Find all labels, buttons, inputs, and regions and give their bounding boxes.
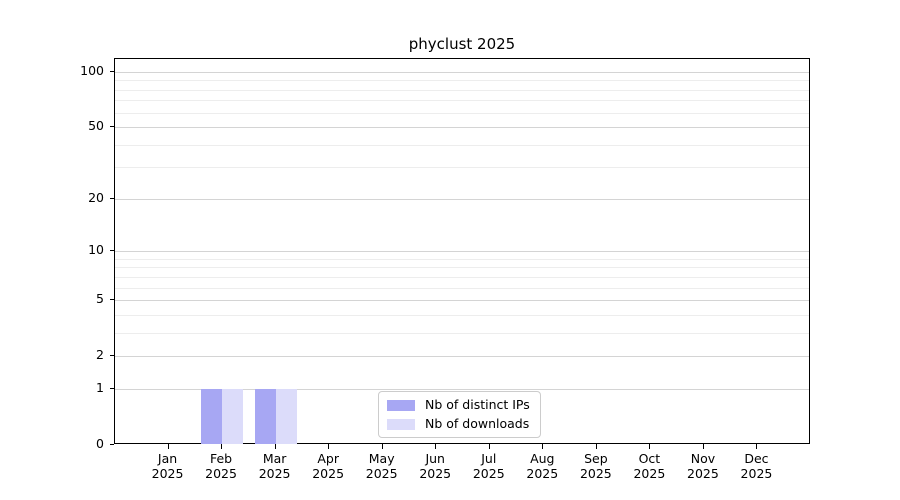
y-tick-label: 2: [96, 347, 104, 363]
x-tick-mark: [167, 444, 169, 449]
month-label: Aug: [530, 451, 555, 466]
gridline-minor: [115, 112, 809, 114]
bar-distinct-ips: [201, 388, 223, 444]
legend: Nb of distinct IPs Nb of downloads: [378, 391, 541, 438]
gridline-major: [115, 198, 809, 200]
x-tick-label: Jun 2025: [405, 451, 465, 481]
gridline-major: [115, 356, 809, 358]
gridline-major: [115, 388, 809, 390]
month-label: Oct: [638, 451, 661, 466]
x-tick-label: May 2025: [352, 451, 412, 481]
year-label: 2025: [258, 466, 291, 481]
y-tick-label: 10: [88, 242, 104, 258]
y-tick-label: 5: [96, 291, 104, 307]
year-label: 2025: [740, 466, 773, 481]
gridline-minor: [115, 267, 809, 269]
month-label: May: [368, 451, 395, 466]
gridline-minor: [115, 144, 809, 146]
x-tick-mark: [328, 444, 330, 449]
x-tick-label: Mar 2025: [245, 451, 305, 481]
legend-swatch: [387, 399, 415, 411]
gridline-major: [115, 127, 809, 129]
legend-item: Nb of downloads: [387, 417, 530, 431]
gridline-minor: [115, 100, 809, 102]
x-tick-mark: [702, 444, 704, 449]
year-label: 2025: [633, 466, 666, 481]
x-tick-label: Dec 2025: [726, 451, 786, 481]
year-label: 2025: [312, 466, 345, 481]
legend-label: Nb of distinct IPs: [425, 397, 530, 412]
x-tick-mark: [595, 444, 597, 449]
gridline-minor: [115, 332, 809, 334]
month-label: Feb: [209, 451, 233, 466]
x-tick-mark: [274, 444, 276, 449]
plot-area: [114, 58, 810, 444]
gridline-major: [115, 300, 809, 302]
gridline-minor: [115, 276, 809, 278]
x-tick-label: Aug 2025: [512, 451, 572, 481]
gridline-major: [115, 251, 809, 253]
x-tick-mark: [435, 444, 437, 449]
year-label: 2025: [205, 466, 237, 481]
month-label: Apr: [317, 451, 339, 466]
bar-downloads: [275, 388, 297, 444]
year-label: 2025: [419, 466, 452, 481]
x-tick-mark: [756, 444, 758, 449]
x-tick-mark: [381, 444, 383, 449]
month-label: Jul: [481, 451, 497, 466]
y-tick-mark: [110, 444, 114, 445]
month-label: Jun: [425, 451, 445, 466]
x-tick-label: Sep 2025: [566, 451, 626, 481]
y-tick-mark: [110, 250, 114, 252]
y-tick-mark: [110, 71, 114, 72]
year-label: 2025: [579, 466, 612, 481]
month-label: Nov: [690, 451, 716, 466]
y-tick-label: 100: [80, 63, 104, 78]
year-label: 2025: [472, 466, 505, 481]
gridline-minor: [115, 314, 809, 316]
x-tick-mark: [488, 444, 490, 449]
x-tick-label: Nov 2025: [673, 451, 733, 481]
x-tick-mark: [649, 444, 651, 449]
y-tick-mark: [110, 299, 114, 301]
chart-title: phyclust 2025: [408, 35, 516, 53]
gridline-minor: [115, 89, 809, 91]
year-label: 2025: [151, 466, 184, 481]
x-tick-label: Jul 2025: [459, 451, 519, 481]
y-tick-mark: [110, 355, 114, 357]
legend-item: Nb of distinct IPs: [387, 398, 530, 412]
legend-label: Nb of downloads: [425, 416, 530, 431]
gridline-major: [115, 72, 809, 73]
y-tick-label: 1: [96, 379, 104, 395]
month-label: Dec: [744, 451, 769, 466]
bar-distinct-ips: [254, 388, 276, 444]
bar-downloads: [222, 388, 244, 444]
y-tick-mark: [110, 197, 114, 199]
x-tick-label: Jan 2025: [138, 451, 198, 481]
gridline-minor: [115, 287, 809, 289]
y-tick-mark: [110, 126, 114, 128]
month-label: Mar: [262, 451, 287, 466]
year-label: 2025: [365, 466, 398, 481]
legend-swatch: [387, 418, 415, 430]
y-tick-label: 50: [88, 118, 104, 134]
y-tick-mark: [110, 387, 114, 389]
year-label: 2025: [526, 466, 559, 481]
x-tick-label: Apr 2025: [298, 451, 358, 481]
x-tick-mark: [221, 444, 223, 449]
year-label: 2025: [687, 466, 719, 481]
y-tick-label: 0: [96, 436, 104, 451]
x-tick-label: Feb 2025: [191, 451, 251, 481]
x-tick-label: Oct 2025: [619, 451, 679, 481]
month-label: Sep: [584, 451, 608, 466]
x-tick-mark: [542, 444, 544, 449]
month-label: Jan: [157, 451, 178, 466]
gridline-minor: [115, 167, 809, 169]
y-tick-label: 20: [88, 189, 104, 205]
gridline-minor: [115, 80, 809, 82]
gridline-minor: [115, 258, 809, 260]
